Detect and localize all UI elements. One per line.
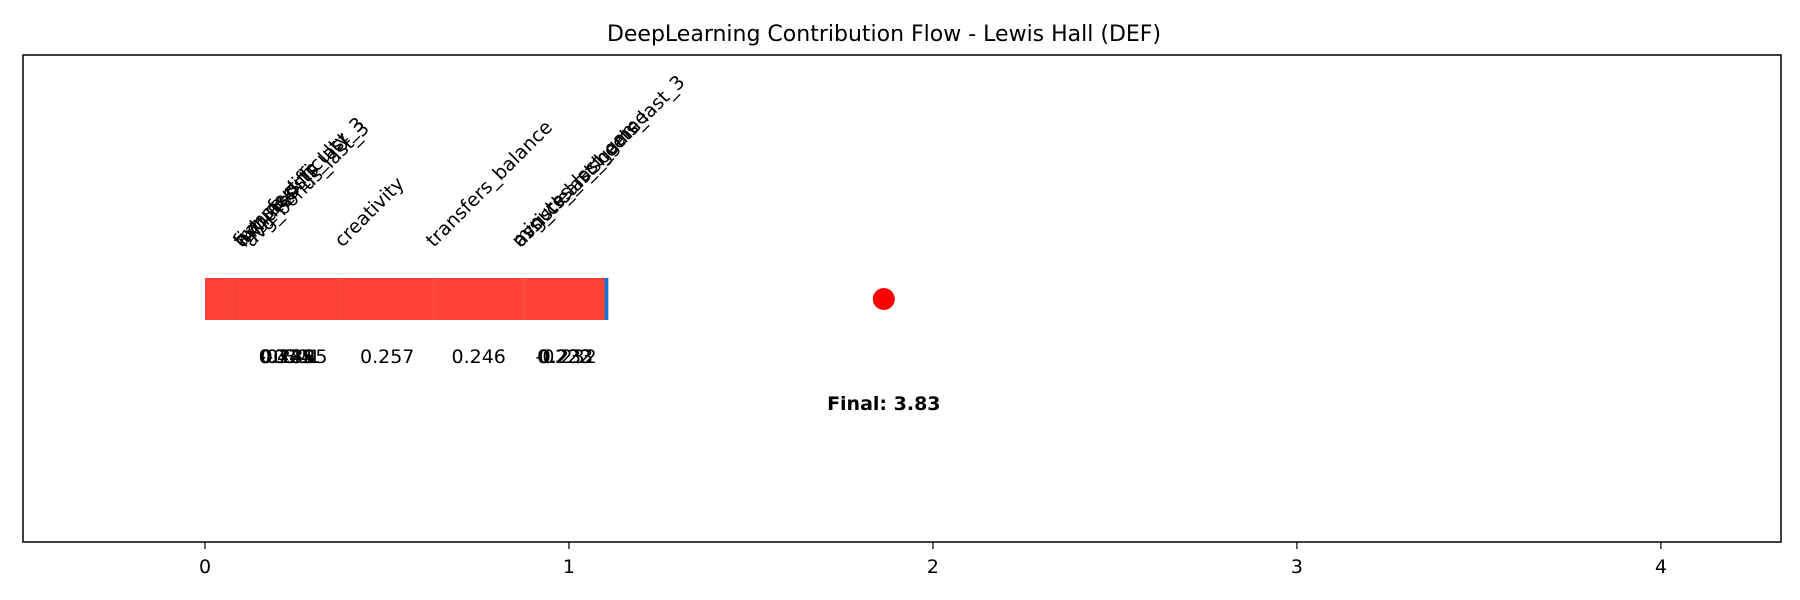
value-label: 0.257 — [360, 346, 414, 368]
value-label: 0.246 — [451, 346, 505, 368]
value-label: 0.222 — [537, 346, 591, 368]
value-label: -0.385 — [266, 346, 327, 368]
contribution-bar — [433, 278, 524, 320]
final-label: Final: 3.83 — [827, 393, 940, 415]
value-label: -0.301 — [259, 346, 320, 368]
value-label: 0.324 — [259, 346, 313, 368]
plot-area — [22, 54, 1782, 543]
x-tick-label: 1 — [563, 556, 575, 578]
value-label: 0.289 — [261, 346, 315, 368]
final-marker — [872, 288, 895, 310]
value-label: -0.232 — [535, 346, 596, 368]
contribution-bar — [340, 278, 434, 320]
value-label: 0.445 — [259, 346, 313, 368]
x-tick-label: 2 — [927, 556, 939, 578]
value-label: 0.233 — [539, 346, 593, 368]
x-tick-label: 4 — [1655, 556, 1667, 578]
x-tick-label: 3 — [1291, 556, 1303, 578]
contribution-bar — [523, 278, 605, 320]
feature-label: creativity — [330, 173, 409, 252]
x-tick-label: 0 — [199, 556, 211, 578]
contribution-bar — [235, 278, 341, 320]
chart-title: DeepLearning Contribution Flow - Lewis H… — [607, 22, 1161, 47]
